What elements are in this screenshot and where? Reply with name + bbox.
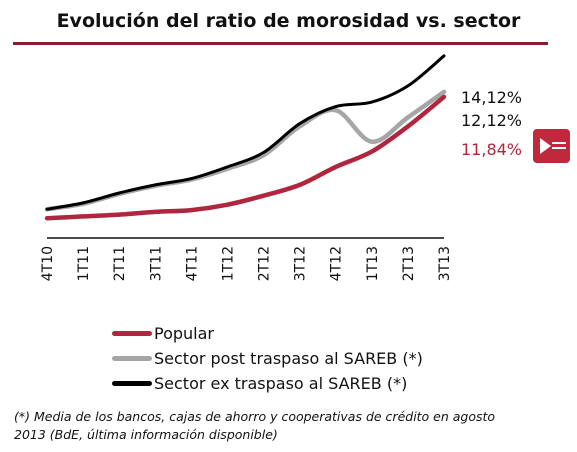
legend-swatch-sector-ex xyxy=(112,381,152,386)
legend-item-sector-ex: Sector ex traspaso al SAREB (*) xyxy=(112,371,423,396)
line-chart: 4T10 1T11 2T11 3T11 4T11 1T12 2T12 3T12 4T12 1T13… xyxy=(40,54,522,281)
footnote-line-2: 2013 (BdE, última información disponible… xyxy=(14,427,278,442)
series-line-sector-ex xyxy=(45,54,446,211)
x-tick-label-1t13: 1T13 xyxy=(365,246,381,281)
legend-label-sector-ex: Sector ex traspaso al SAREB (*) xyxy=(154,374,408,393)
x-tick-label-3t11: 3T11 xyxy=(148,246,164,281)
series-line-popular xyxy=(44,94,447,221)
x-tick-label-1t12: 1T12 xyxy=(220,246,236,281)
end-label-sector-ex: 14,12% xyxy=(461,88,522,107)
x-axis-ticks: 4T10 1T11 2T11 3T11 4T11 1T12 2T12 3T12 4T12 1T13… xyxy=(40,246,453,281)
x-tick-label-2t13: 2T13 xyxy=(401,246,417,281)
chart-title: Evolución del ratio de morosidad vs. sec… xyxy=(56,10,521,32)
legend-swatch-popular xyxy=(112,331,152,336)
x-tick-label-2t12: 2T12 xyxy=(257,246,273,281)
title-underline xyxy=(13,42,548,45)
legend-label-popular: Popular xyxy=(154,324,214,343)
series-line-sector-post xyxy=(44,89,447,212)
footnote-line-1: (*) Media de los bancos, cajas de ahorro… xyxy=(14,409,496,424)
legend: Popular Sector post traspaso al SAREB (*… xyxy=(112,321,423,396)
x-tick-label-4t12: 4T12 xyxy=(329,246,345,281)
series-lines xyxy=(44,54,447,221)
legend-item-popular: Popular xyxy=(112,321,423,346)
footnote: (*) Media de los bancos, cajas de ahorro… xyxy=(14,408,564,444)
legend-label-sector-post: Sector post traspaso al SAREB (*) xyxy=(154,349,423,368)
x-tick-label-1t11: 1T11 xyxy=(76,246,92,281)
x-tick-label-4t11: 4T11 xyxy=(184,246,200,281)
x-tick-label-3t13: 3T13 xyxy=(437,246,453,281)
x-tick-label-4t10: 4T10 xyxy=(40,246,56,281)
x-tick-label-2t11: 2T11 xyxy=(112,246,128,281)
legend-item-sector-post: Sector post traspaso al SAREB (*) xyxy=(112,346,423,371)
x-tick-label-3t12: 3T12 xyxy=(293,246,309,281)
popular-logo-icon xyxy=(533,129,570,163)
end-labels: 11,84% 12,12% 14,12% xyxy=(461,88,522,159)
end-label-popular: 11,84% xyxy=(461,140,522,159)
legend-swatch-sector-post xyxy=(112,356,152,361)
end-label-sector-post: 12,12% xyxy=(461,111,522,130)
